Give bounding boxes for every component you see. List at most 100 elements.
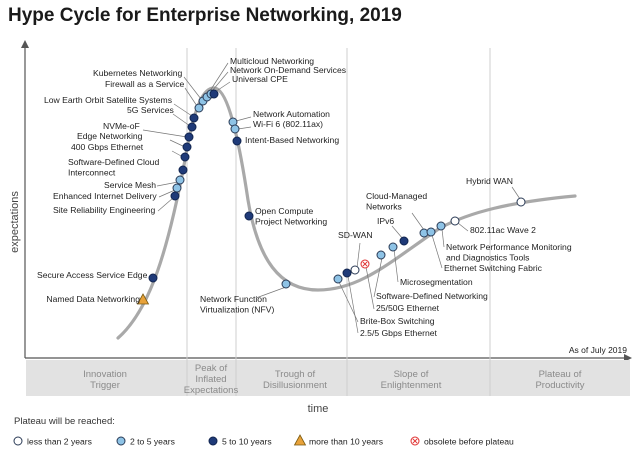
label-low-earth-orbit-satellite-systems: Low Earth Orbit Satellite Systems [44, 95, 172, 105]
phase-label-peak: Expectations [184, 385, 239, 396]
marker-microsegmentation [388, 242, 398, 252]
label-named-data-networking: Named Data Networking [46, 294, 140, 304]
label-kubernetes-networking: Kubernetes Networking [93, 68, 183, 78]
leader-ipv6 [391, 225, 404, 240]
x-axis-label: time [308, 403, 329, 415]
y-axis-arrow [21, 40, 29, 48]
leader-2-5-5-gbps-ethernet [347, 275, 359, 334]
phase-label-trough: Trough of [275, 369, 316, 380]
legend-marker-5to10 [208, 436, 218, 446]
legend-marker-2to5 [116, 436, 126, 446]
legend-label-lt2: less than 2 years [27, 437, 92, 447]
leader-enhanced-internet-delivery [158, 189, 176, 198]
leader-firewall-as-a-service [184, 87, 198, 107]
marker-ipv6 [399, 236, 409, 246]
label-service-mesh: Service Mesh [104, 180, 156, 190]
legend-label-obs: obsolete before plateau [424, 437, 514, 447]
leader-sd-wan [356, 242, 361, 269]
label-400-gbps-ethernet: 400 Gbps Ethernet [71, 142, 144, 152]
marker-site-reliability-engineering [170, 191, 180, 201]
leader-ethernet-switching-fabric [431, 234, 443, 269]
label-ethernet-switching-fabric: Ethernet Switching Fabric [444, 263, 543, 273]
marker-intent-based-networking [232, 136, 242, 146]
leader-edge-networking [169, 139, 186, 148]
marker-named-data-networking [136, 293, 150, 305]
label-nvme-of: NVMe-oF [103, 121, 140, 131]
label-multicloud-networking: Multicloud Networking [230, 56, 314, 66]
legend-title: Plateau will be reached: [14, 416, 115, 427]
phase-label-peak: Peak of [195, 363, 228, 374]
axes: expectations time As of July 2019 [9, 40, 632, 415]
marker-firewall-as-a-service [194, 103, 204, 113]
legend-label-2to5: 2 to 5 years [130, 437, 175, 447]
marker-wi-fi-6-802-11ax [230, 124, 240, 134]
leader-microsegmentation [393, 248, 399, 283]
leader-5g-services [172, 113, 191, 127]
phase-label-slope: Enlightenment [381, 380, 442, 391]
label-ipv6: IPv6 [377, 216, 394, 226]
marker-network-function-virtualization-nfv [281, 279, 291, 289]
leader-network-performance-monitoring-and-diagnostics-tools [441, 228, 445, 248]
marker-software-defined-networking [376, 250, 386, 260]
label-universal-cpe: Universal CPE [232, 74, 288, 84]
marker-service-mesh [175, 175, 185, 185]
leader-25-50g-ethernet [365, 266, 375, 310]
leader-nvme-of [142, 129, 188, 138]
marker-open-compute-project-networking [244, 211, 254, 221]
label-5g-services: 5G Services [127, 105, 174, 115]
label-microsegmentation: Microsegmentation [400, 277, 473, 287]
label-network-automation: Network Automation [253, 109, 330, 119]
label-sd-wan: SD-WAN [338, 230, 373, 240]
label-software-defined-cloud-interconnect: Software-Defined Cloud [68, 157, 159, 167]
leader-hybrid-wan [511, 186, 521, 200]
phase-label-plateau: Productivity [535, 380, 584, 391]
phase-label-innovation: Trigger [90, 380, 120, 391]
label-network-function-virtualization-nfv: Network Function [200, 294, 267, 304]
marker-brite-box-switching [333, 274, 343, 284]
label-cloud-managed-networks: Cloud-Managed [366, 191, 427, 201]
label-network-on-demand-services: Network On-Demand Services [230, 65, 346, 75]
phase-label-trough: Disillusionment [263, 380, 327, 391]
marker-software-defined-cloud-interconnect [178, 165, 188, 175]
leader-software-defined-networking [373, 257, 383, 298]
legend-marker-lt2 [13, 436, 23, 446]
label-software-defined-cloud-interconnect: Interconnect [68, 168, 116, 178]
label-edge-networking: Edge Networking [77, 131, 143, 141]
legend: Plateau will be reached: less than 2 year… [13, 416, 514, 447]
y-axis-label: expectations [9, 191, 21, 253]
legend-label-5to10: 5 to 10 years [222, 437, 272, 447]
phase-band [26, 360, 630, 396]
marker-400-gbps-ethernet [180, 152, 190, 162]
marker-2-5-5-gbps-ethernet [342, 268, 352, 278]
technology-labels: Named Data Networking Secure Access Servi… [37, 56, 572, 338]
leader-network-on-demand-services [211, 71, 229, 92]
marker-5g-services [187, 122, 197, 132]
label-network-performance-monitoring-and-diagnostics-tools: Network Performance Monitoring [446, 242, 572, 252]
label-secure-access-service-edge: Secure Access Service Edge [37, 270, 148, 280]
label-site-reliability-engineering: Site Reliability Engineering [53, 205, 155, 215]
label-network-performance-monitoring-and-diagnostics-tools: and Diagnostics Tools [446, 253, 529, 263]
leader-service-mesh [156, 181, 179, 187]
label-firewall-as-a-service: Firewall as a Service [105, 79, 184, 89]
label-intent-based-networking: Intent-Based Networking [245, 135, 339, 145]
chart-title: Hype Cycle for Enterprise Networking, 20… [8, 5, 402, 26]
marker-802-11ac-wave-2 [450, 216, 460, 226]
label-enhanced-internet-delivery: Enhanced Internet Delivery [53, 191, 157, 201]
label-open-compute-project-networking: Open Compute [255, 206, 314, 216]
label-open-compute-project-networking: Project Networking [255, 217, 327, 227]
legend-label-gt10: more than 10 years [309, 437, 383, 447]
label-hybrid-wan: Hybrid WAN [466, 176, 513, 186]
label-network-function-virtualization-nfv: Virtualization (NFV) [200, 305, 274, 315]
phase-label-plateau: Plateau of [539, 369, 582, 380]
leader-site-reliability-engineering [157, 197, 174, 212]
marker-hybrid-wan [516, 197, 526, 207]
leader-802-11ac-wave-2 [457, 222, 469, 232]
marker-universal-cpe [209, 89, 219, 99]
leader-universal-cpe [214, 81, 231, 93]
marker-enhanced-internet-delivery [172, 183, 182, 193]
marker-sd-wan [350, 265, 360, 275]
label-software-defined-networking: Software-Defined Networking [376, 291, 488, 301]
technology-markers [136, 89, 526, 305]
marker-low-earth-orbit-satellite-systems [189, 113, 199, 123]
